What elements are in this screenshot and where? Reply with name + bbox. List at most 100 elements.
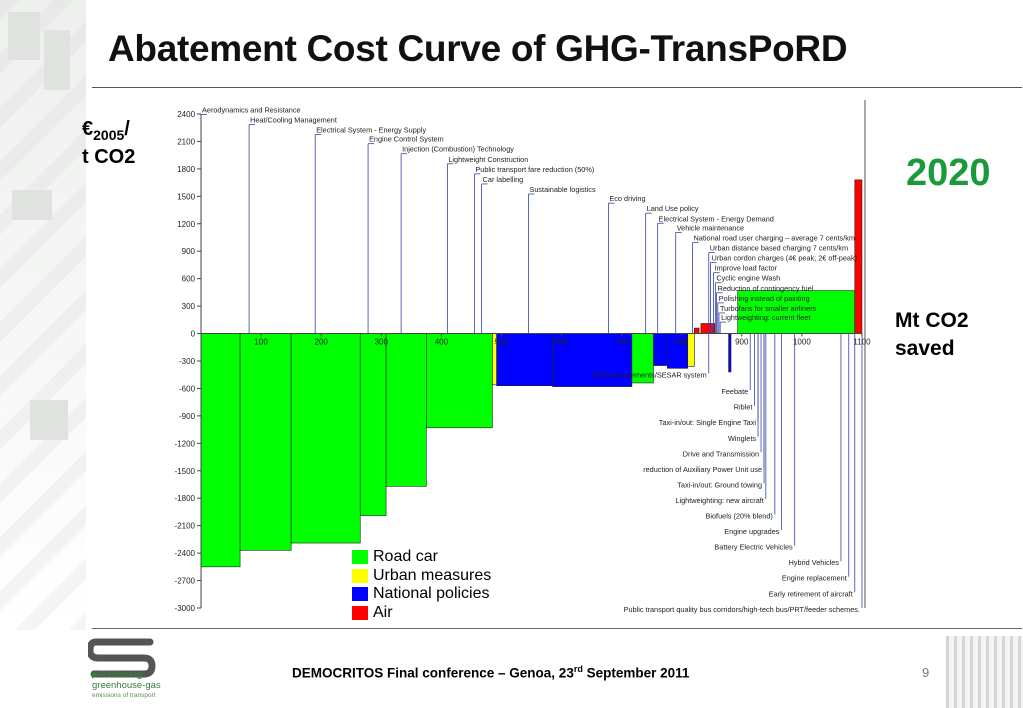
x-tick-label: 700 (615, 338, 629, 347)
footer-main: DEMOCRITOS Final conference – Genoa, 23 (292, 665, 574, 681)
measure-label: Winglets (728, 434, 756, 443)
footer-divider (92, 628, 1022, 629)
measure-label: Lightweight Construction (448, 155, 528, 164)
title-divider (92, 87, 1022, 88)
legend-label: Road car (373, 548, 438, 566)
y-tick-label: 0 (191, 330, 196, 339)
measure-label: Sustainable logistics (529, 185, 595, 194)
measure-label: Improve load factor (715, 264, 778, 273)
y-tick-label: 600 (182, 275, 196, 284)
logo-text: ▶Reducing greenhouse-gas emissions of tr… (92, 669, 161, 702)
legend-item-urban: Urban measures (352, 567, 491, 586)
legend-swatch-air (352, 605, 368, 620)
y-unit-year: 2005 (93, 127, 125, 143)
measure-label: Eco driving (609, 194, 645, 203)
measure-label: Biofuels (20% blend) (706, 512, 773, 521)
y-tick-label: 2400 (177, 110, 195, 119)
measure-label: Public transport fare reduction (50%) (475, 165, 594, 174)
decorative-block (44, 30, 70, 90)
y-tick-label: 1500 (177, 192, 195, 201)
footer-end: September 2011 (582, 665, 690, 681)
y-axis-unit: €2005/ t CO2 (82, 118, 135, 168)
y-tick-label: -2400 (175, 549, 196, 558)
x-tick-label: 300 (375, 338, 389, 347)
bar-urban (687, 333, 695, 367)
measure-label: Taxi-in/out: Single Engine Taxi (659, 418, 757, 427)
right-decorative-pattern (946, 636, 1023, 708)
decorative-block (30, 400, 68, 440)
measure-label: Turbofans for smaller airliners (720, 304, 817, 313)
legend-item-road: Road car (352, 548, 491, 567)
bar-air (700, 323, 716, 334)
slide-title: Abatement Cost Curve of GHG-TransPoRD (108, 28, 848, 69)
measure-label: reduction of Auxiliary Power Unit use (643, 465, 762, 474)
legend-item-national: National policies (352, 585, 491, 604)
measure-label: Electrical System - Energy Demand (659, 214, 774, 223)
y-tick-label: 1200 (177, 220, 195, 229)
y-tick-label: -3000 (175, 604, 196, 613)
x-tick-label: 400 (435, 338, 449, 347)
x-tick-label: 100 (254, 338, 268, 347)
x-tick-label: 600 (555, 338, 569, 347)
measure-label: Public transport quality bus corridors/h… (624, 605, 860, 614)
measure-label: Urban cordon charges (4€ peak; 2€ off-pe… (712, 254, 858, 263)
y-tick-label: -1800 (175, 494, 196, 503)
page-number: 9 (922, 665, 930, 680)
y-tick-label: -900 (179, 412, 196, 421)
x-tick-label: 1000 (793, 338, 811, 347)
bar-road (239, 333, 292, 551)
logo-line2: greenhouse-gas (92, 679, 161, 691)
x-tick-label: 500 (495, 338, 509, 347)
measure-label: Hybrid Vehicles (789, 558, 840, 567)
bar-national (552, 333, 633, 387)
measure-label: Taxi-in/out: Ground towing (677, 480, 762, 489)
bar-road (737, 290, 856, 334)
y-tick-label: -1500 (175, 467, 196, 476)
bar-national (653, 333, 668, 366)
measure-label: Land Use policy (647, 204, 699, 213)
legend-label: Urban measures (373, 566, 492, 584)
measure-label: Vehicle maintenance (677, 223, 744, 232)
legend-label: National policies (373, 585, 490, 603)
measure-label: Electrical System - Energy Supply (316, 126, 426, 135)
measure-label: Lightweighting: new aircraft (675, 496, 763, 505)
x-axis-unit: Mt CO2 saved (895, 307, 1005, 363)
legend-label: Air (373, 603, 393, 621)
transpord-logo (88, 638, 156, 678)
measure-label: Engine upgrades (724, 527, 780, 536)
measure-label: Battery Electric Vehicles (714, 543, 793, 552)
bar-road (290, 333, 361, 544)
y-tick-label: -1200 (175, 439, 196, 448)
year-label: 2020 (906, 152, 991, 194)
measure-label: Heat/Cooling Management (250, 115, 337, 124)
y-tick-label: 300 (182, 302, 196, 311)
measure-label: Reduction of contingency fuel (718, 284, 814, 293)
y-tick-label: 1800 (177, 165, 195, 174)
y-unit-currency: € (82, 118, 94, 140)
x-unit-line1: Mt CO2 (895, 309, 969, 332)
footer-sup: rd (573, 664, 583, 674)
decorative-block (12, 190, 52, 220)
bar-road (426, 333, 493, 429)
abatement-cost-chart: 2400 2100 1800 1500 1200 900 600 300 0 -300 -600 -9… (175, 100, 871, 614)
decorative-block (8, 12, 40, 60)
y-unit-tonne: t CO2 (82, 146, 136, 168)
measure-label: Urban distance based charging 7 cents/km (710, 244, 848, 253)
x-tick-label: 200 (315, 338, 329, 347)
bar-road (200, 333, 241, 568)
measure-label: Riblet (734, 403, 753, 412)
legend-swatch-road (352, 550, 368, 565)
y-tick-label: 2100 (177, 137, 195, 146)
y-tick-label: 900 (182, 247, 196, 256)
measure-label: Car labelling (483, 175, 524, 184)
x-tick-label: 900 (735, 338, 749, 347)
footer-text: DEMOCRITOS Final conference – Genoa, 23r… (292, 664, 689, 681)
y-tick-label: -2700 (175, 577, 196, 586)
legend-swatch-national (352, 587, 368, 602)
bar-road (385, 333, 427, 487)
bar-national (728, 333, 732, 373)
measure-label: Early retirement of aircraft (769, 589, 853, 598)
measure-label: Aerodynamics and Resistance (202, 105, 301, 114)
legend-swatch-urban (352, 568, 368, 583)
measure-label: Engine Control System (369, 135, 444, 144)
